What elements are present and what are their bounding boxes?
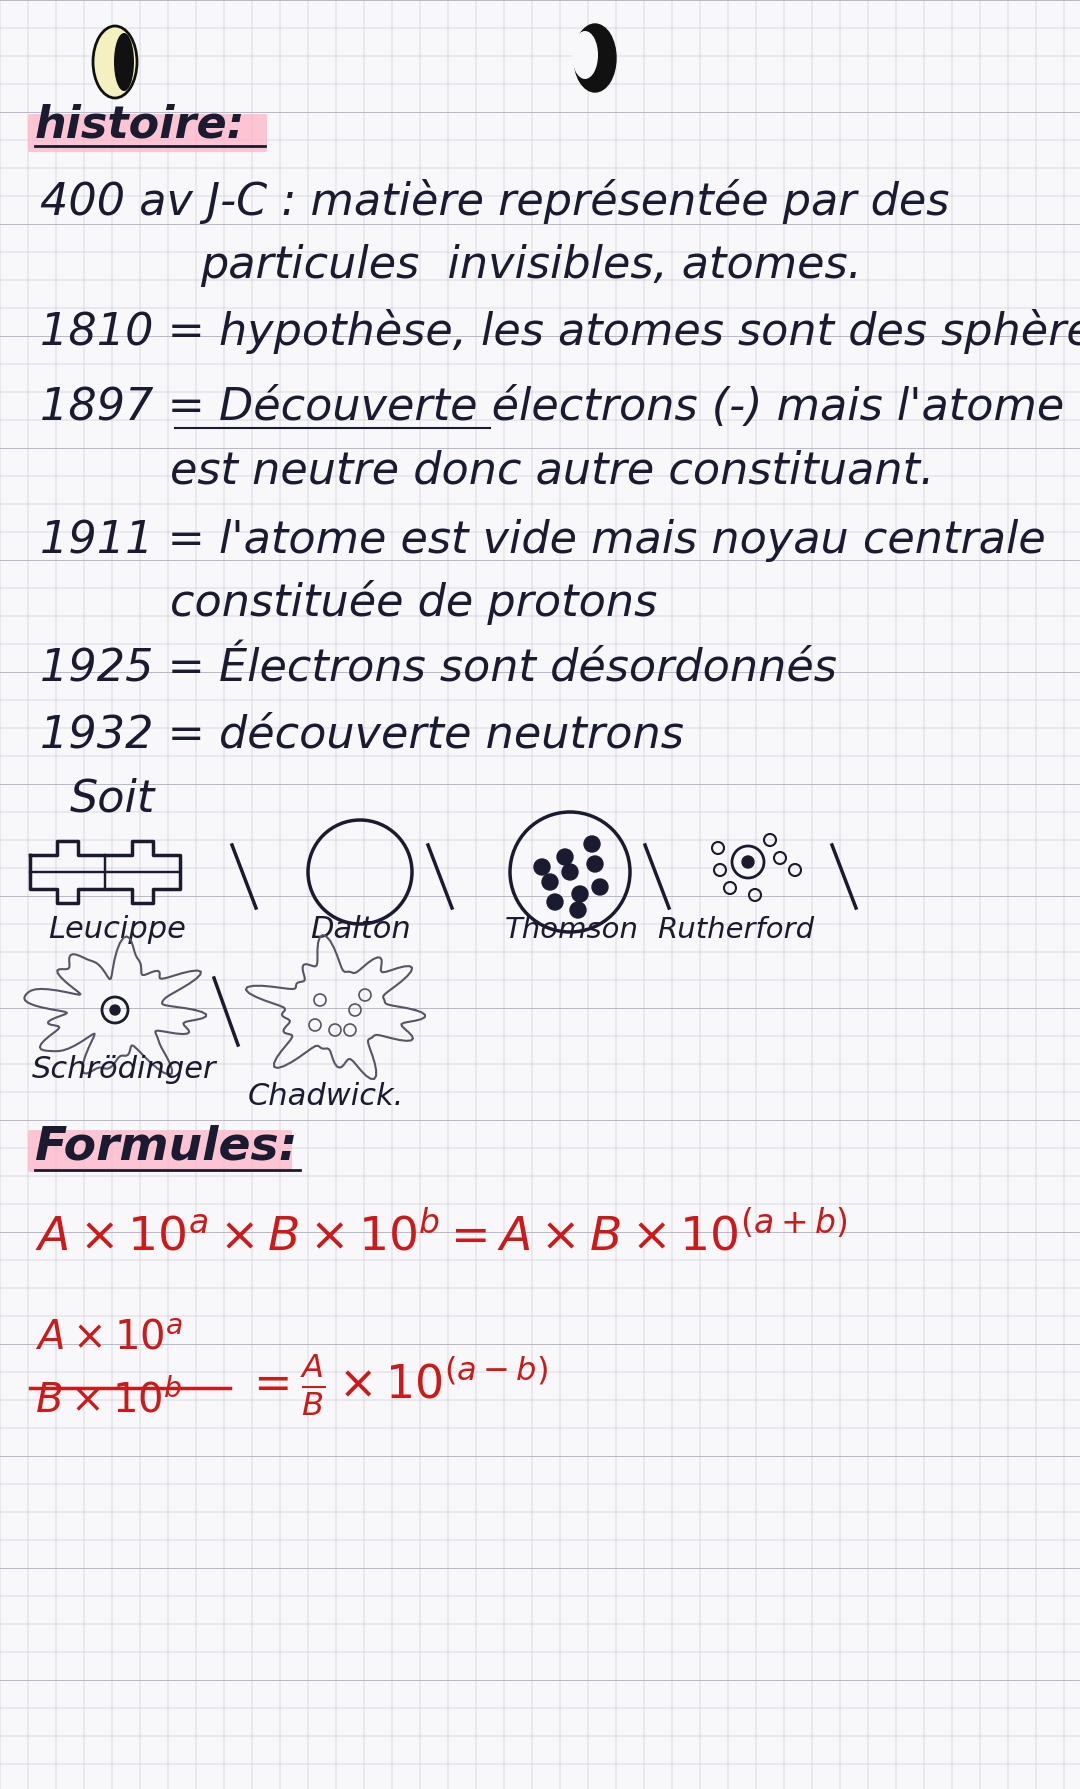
Text: particules  invisibles, atomes.: particules invisibles, atomes. <box>200 243 862 286</box>
Text: 1897 = Découverte électrons (-) mais l'atome: 1897 = Découverte électrons (-) mais l'a… <box>40 386 1064 429</box>
Text: est neutre donc autre constituant.: est neutre donc autre constituant. <box>170 449 934 492</box>
Text: Dalton: Dalton <box>310 914 410 945</box>
FancyBboxPatch shape <box>28 114 267 152</box>
Circle shape <box>534 859 550 875</box>
Text: 1932 = découverte neutrons: 1932 = découverte neutrons <box>40 714 684 757</box>
Circle shape <box>546 894 563 911</box>
Text: 1925 = Électrons sont désordonnés: 1925 = Électrons sont désordonnés <box>40 648 837 691</box>
Circle shape <box>584 835 600 852</box>
Circle shape <box>110 1005 120 1014</box>
Circle shape <box>592 878 608 894</box>
Text: $A\times10^a$: $A\times10^a$ <box>35 1318 184 1360</box>
Ellipse shape <box>572 30 598 79</box>
Text: histoire:: histoire: <box>35 104 245 147</box>
Text: Chadwick.: Chadwick. <box>248 1082 404 1111</box>
Text: Schrödinger: Schrödinger <box>32 1056 216 1084</box>
Text: $B\times10^b$: $B\times10^b$ <box>35 1379 183 1420</box>
Circle shape <box>570 902 586 918</box>
Text: constituée de protons: constituée de protons <box>170 580 658 624</box>
Circle shape <box>742 855 754 868</box>
Ellipse shape <box>93 27 137 98</box>
FancyBboxPatch shape <box>28 1131 292 1172</box>
Circle shape <box>542 875 558 889</box>
Text: $= \frac{A}{B}\times10^{(a-b)}$: $= \frac{A}{B}\times10^{(a-b)}$ <box>245 1352 548 1419</box>
Text: Rutherford: Rutherford <box>657 916 814 945</box>
Ellipse shape <box>114 32 134 91</box>
Text: Soit: Soit <box>70 778 156 821</box>
Circle shape <box>557 850 573 866</box>
Text: Leucippe: Leucippe <box>48 914 186 945</box>
Circle shape <box>572 886 588 902</box>
Text: 400 av J-C : matière représentée par des: 400 av J-C : matière représentée par des <box>40 179 949 224</box>
Text: 1810 = hypothèse, les atomes sont des sphères.: 1810 = hypothèse, les atomes sont des sp… <box>40 309 1080 354</box>
Text: $A\times10^a\times B\times10^b = A\times B\times10^{(a+b)}$: $A\times10^a\times B\times10^b = A\times… <box>35 1211 847 1259</box>
Circle shape <box>562 864 578 880</box>
Ellipse shape <box>573 23 616 91</box>
Text: Thomson: Thomson <box>505 916 639 945</box>
Text: 1911 = l'atome est vide mais noyau centrale: 1911 = l'atome est vide mais noyau centr… <box>40 519 1045 562</box>
Circle shape <box>588 855 603 871</box>
Text: Formules:: Formules: <box>35 1125 297 1170</box>
